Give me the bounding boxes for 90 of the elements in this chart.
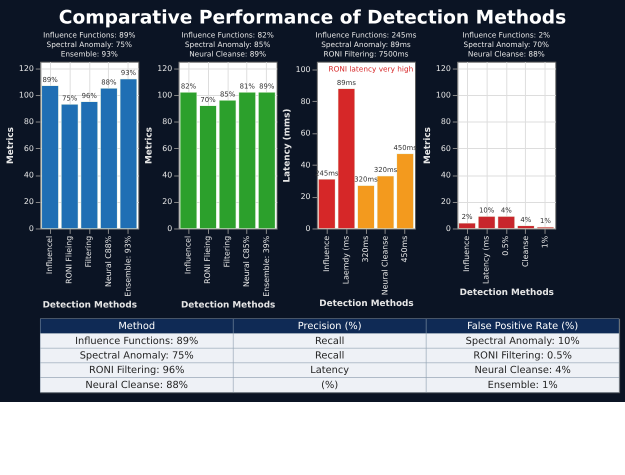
y-tick-label: 40 xyxy=(24,170,34,180)
y-tick-label: 80 xyxy=(440,117,451,126)
bar xyxy=(517,226,534,229)
x-tick-label: Influencel xyxy=(183,236,192,274)
y-tick-label: 120 xyxy=(436,64,451,73)
x-tick-label: Latency (ms xyxy=(482,236,491,284)
y-tick-label: 60 xyxy=(162,144,172,153)
y-tick-label: 20 xyxy=(24,197,34,206)
y-tick-label: 20 xyxy=(440,197,451,206)
y-tick-label: 60 xyxy=(24,144,34,153)
x-tick-label: Filtering xyxy=(222,236,232,268)
text: Comparative Performance of Detection Methods xyxy=(58,7,566,28)
y-tick-label: 0 xyxy=(446,224,451,233)
y-tick-label: 100 xyxy=(157,90,172,100)
text: Latency xyxy=(310,365,350,376)
bar xyxy=(120,78,138,229)
x-axis-title: Detection Methods xyxy=(319,299,414,310)
text: RONI Filtering: 0.5% xyxy=(473,350,572,362)
x-tick-label: Laemdy (ms xyxy=(341,236,350,284)
y-axis-title: Metrics xyxy=(6,127,16,164)
y-tick-label: 100 xyxy=(18,90,34,100)
x-tick-label: Neural Cleanse xyxy=(380,236,390,296)
y-tick-label: 80 xyxy=(162,117,172,126)
x-axis-title: Detection Methods xyxy=(180,300,276,311)
text: Recall xyxy=(315,350,344,362)
bar xyxy=(318,178,336,229)
bar xyxy=(498,216,515,229)
y-axis-title: Metrics xyxy=(144,127,154,164)
bar xyxy=(396,154,414,229)
x-tick-label: Filtering xyxy=(84,236,94,268)
x-tick-label: RONI Flieing xyxy=(64,236,74,284)
x-tick-label: Influence xyxy=(462,236,472,272)
x-tick-label: Influence xyxy=(322,236,331,272)
y-tick-label: 80 xyxy=(300,96,311,106)
bar xyxy=(458,222,476,229)
text: Recall xyxy=(315,336,344,347)
bar xyxy=(219,100,236,229)
x-tick-label: RONI Flieing xyxy=(203,236,212,284)
y-tick-label: 0 xyxy=(28,224,34,233)
y-tick-label: 120 xyxy=(157,64,172,73)
y-tick-label: 100 xyxy=(296,65,311,74)
text: RONI Filtering: 96% xyxy=(88,365,184,376)
text: Ensemble: 1% xyxy=(488,380,558,391)
y-tick-label: 120 xyxy=(18,64,34,73)
text: Neural Cleanse: 88% xyxy=(85,380,188,391)
bar xyxy=(376,176,394,229)
y-tick-label: 80 xyxy=(24,117,34,126)
x-axis-title: Detection Methods xyxy=(460,288,554,298)
text: (%) xyxy=(321,380,338,391)
y-tick-label: 20 xyxy=(162,197,172,206)
bar xyxy=(238,92,256,229)
bar xyxy=(338,88,355,229)
bar xyxy=(478,216,496,229)
category-label: False Positive Rate (%) xyxy=(467,321,578,332)
y-tick-label: 60 xyxy=(440,144,451,153)
y-tick-label: 0 xyxy=(306,224,311,233)
bar xyxy=(258,92,276,229)
category-label: Method xyxy=(118,321,156,332)
y-tick-label: 40 xyxy=(162,170,172,180)
y-axis-title: Latency (mms) xyxy=(282,108,293,182)
y-tick-label: 20 xyxy=(300,192,311,202)
x-tick-label: Neural C88% xyxy=(104,236,113,288)
y-tick-label: 40 xyxy=(440,170,451,180)
bar xyxy=(180,92,198,229)
x-axis-title: Detection Methods xyxy=(42,300,137,311)
x-tick-label: 320ms xyxy=(360,236,370,262)
text: Spectral Anomaly: 10% xyxy=(466,336,580,347)
x-tick-label: Ensemble: 39% xyxy=(262,236,271,297)
x-tick-label: Ensemble: 93% xyxy=(123,236,132,297)
bar xyxy=(61,104,78,229)
bar xyxy=(199,105,217,229)
y-tick-label: 60 xyxy=(300,128,311,138)
x-tick-label: 450ms xyxy=(400,236,410,262)
text: Neural Cleanse: 4% xyxy=(474,365,571,376)
x-tick-label: Neural C85% xyxy=(242,236,252,288)
text: Influence Functions: 89% xyxy=(75,336,198,347)
x-tick-label: Influencel xyxy=(45,236,54,274)
x-tick-label: Cleanse xyxy=(520,236,530,267)
y-axis-title: Metrics xyxy=(422,127,433,164)
category-label: Precision (%) xyxy=(298,321,362,332)
x-tick-label: 0.5% xyxy=(501,236,510,256)
bar xyxy=(100,88,118,229)
x-tick-label: 1% xyxy=(540,236,550,248)
text: Spectral Anomaly: 75% xyxy=(80,350,194,362)
y-tick-label: 100 xyxy=(436,90,451,100)
bar xyxy=(80,101,98,229)
bar xyxy=(42,85,59,229)
y-tick-label: 40 xyxy=(300,160,311,170)
bar xyxy=(357,185,375,229)
y-tick-label: 0 xyxy=(167,224,172,233)
